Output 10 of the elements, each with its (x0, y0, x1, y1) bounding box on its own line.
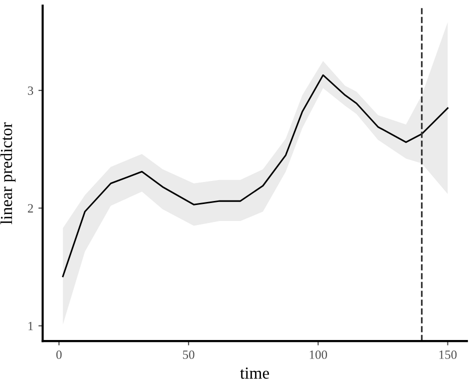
y-axis-title: linear predictor (0, 122, 16, 224)
y-tick-label: 1 (28, 322, 33, 330)
y-tick-label: 2 (28, 204, 33, 212)
x-tick-label: 50 (183, 350, 194, 359)
x-tick-label: 150 (439, 350, 457, 359)
x-tick-label: 100 (310, 350, 328, 359)
line-series (62, 74, 448, 278)
y-tick-label: 3 (28, 86, 34, 95)
x-axis-title: time (240, 368, 270, 379)
x-tick-label: 0 (56, 350, 62, 359)
